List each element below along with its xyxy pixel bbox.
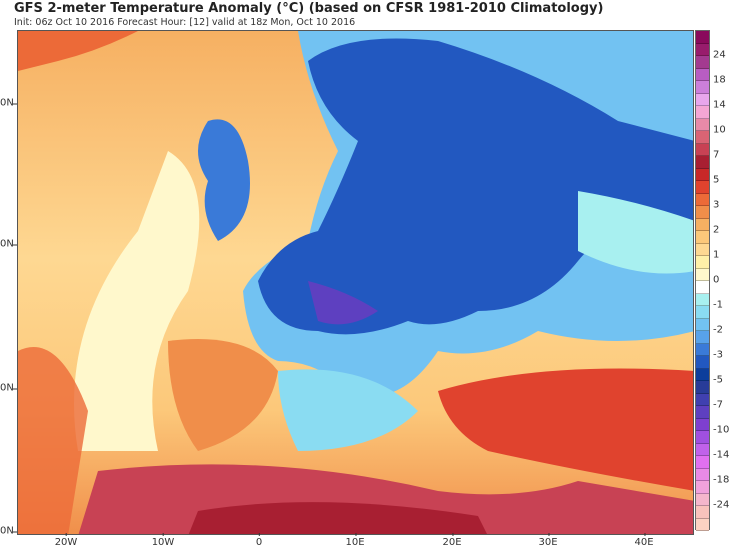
colorbar-bin bbox=[696, 393, 709, 406]
hot-region-sahara bbox=[188, 502, 487, 534]
colorbar-label: 18 bbox=[713, 74, 726, 86]
colorbar-label: -1 bbox=[713, 299, 723, 311]
very-cold-region-alps bbox=[308, 281, 378, 325]
lon-label-30e: 30E bbox=[538, 533, 558, 548]
colorbar-bin bbox=[696, 93, 709, 106]
colorbar-bin bbox=[696, 106, 709, 119]
colorbar-bin bbox=[696, 506, 709, 519]
lon-label-10w: 10W bbox=[151, 533, 175, 548]
colorbar-bin bbox=[696, 156, 709, 169]
colorbar-bin bbox=[696, 456, 709, 469]
colorbar-bin bbox=[696, 381, 709, 394]
colorbar-bin bbox=[696, 143, 709, 156]
cold-region-britain bbox=[198, 119, 250, 241]
colorbar-bin bbox=[696, 218, 709, 231]
cool-region-mediterranean bbox=[278, 369, 418, 451]
lat-label-30n: 0N bbox=[0, 525, 17, 537]
lon-label-40e: 40E bbox=[634, 533, 654, 548]
colorbar-bin bbox=[696, 518, 709, 531]
colorbar-label: -2 bbox=[713, 324, 723, 336]
warm-region-northwest bbox=[18, 31, 138, 71]
lat-label-40n: 0N bbox=[0, 382, 17, 394]
colorbar-label: 1 bbox=[713, 249, 720, 261]
colorbar-label: 2 bbox=[713, 224, 720, 236]
colorbar-label: -10 bbox=[713, 424, 730, 436]
colorbar-label: -5 bbox=[713, 374, 723, 386]
colorbar-bin bbox=[696, 268, 709, 281]
colorbar-bin bbox=[696, 481, 709, 494]
map-field bbox=[18, 31, 693, 534]
cold-region-europe-core bbox=[258, 38, 693, 335]
colorbar-bin bbox=[696, 31, 709, 44]
lon-label-0: 0 bbox=[255, 533, 263, 548]
colorbar-label: 0 bbox=[713, 274, 720, 286]
colorbar-bin bbox=[696, 493, 709, 506]
colorbar-bin bbox=[696, 293, 709, 306]
colorbar-bin bbox=[696, 68, 709, 81]
lon-label-20e: 20E bbox=[442, 533, 462, 548]
colorbar-label: -24 bbox=[713, 499, 730, 511]
colorbar-bin bbox=[696, 206, 709, 219]
colorbar-label: -14 bbox=[713, 449, 730, 461]
lat-label-60n: 0N bbox=[0, 97, 17, 109]
temperature-anomaly-map bbox=[17, 30, 694, 535]
colorbar-bin bbox=[696, 81, 709, 94]
colorbar-bin bbox=[696, 281, 709, 294]
neutral-region-atlantic bbox=[74, 151, 200, 451]
mild-cold-region-east bbox=[578, 191, 693, 274]
colorbar-label: 3 bbox=[713, 199, 720, 211]
lat-label-50n: 0N bbox=[0, 238, 17, 250]
colorbar-label: 7 bbox=[713, 149, 720, 161]
chart-subtitle: Init: 06z Oct 10 2016 Forecast Hour: [12… bbox=[14, 17, 356, 28]
colorbar-bin bbox=[696, 168, 709, 181]
colorbar-label: -18 bbox=[713, 474, 730, 486]
colorbar-bin bbox=[696, 343, 709, 356]
colorbar-bin bbox=[696, 231, 709, 244]
warm-region-turkey bbox=[438, 368, 693, 491]
colorbar-bin bbox=[696, 318, 709, 331]
colorbar-label: -7 bbox=[713, 399, 723, 411]
colorbar-bin bbox=[696, 256, 709, 269]
colorbar-bin bbox=[696, 356, 709, 369]
colorbar-label: 5 bbox=[713, 174, 720, 186]
colorbar-bin bbox=[696, 118, 709, 131]
colorbar-bin bbox=[696, 131, 709, 144]
colorbar-bin bbox=[696, 443, 709, 456]
colorbar-label: 14 bbox=[713, 99, 726, 111]
colorbar-bin bbox=[696, 418, 709, 431]
colorbar-bin bbox=[696, 43, 709, 56]
colorbar-bin bbox=[696, 306, 709, 319]
colorbar-bin bbox=[696, 243, 709, 256]
colorbar-label: 24 bbox=[713, 49, 726, 61]
colorbar-bin bbox=[696, 56, 709, 69]
colorbar-bin bbox=[696, 331, 709, 344]
lon-label-10e: 10E bbox=[345, 533, 365, 548]
colorbar-bin bbox=[696, 193, 709, 206]
colorbar-label: -3 bbox=[713, 349, 723, 361]
colorbar-bin bbox=[696, 181, 709, 194]
lon-label-20w: 20W bbox=[54, 533, 78, 548]
colorbar bbox=[695, 30, 710, 531]
warm-region-iberia bbox=[168, 339, 278, 451]
warm-region-southwest bbox=[18, 347, 88, 534]
colorbar-bin bbox=[696, 368, 709, 381]
colorbar-label: 10 bbox=[713, 124, 726, 136]
chart-title: GFS 2-meter Temperature Anomaly (°C) (ba… bbox=[14, 1, 604, 16]
colorbar-bin bbox=[696, 431, 709, 444]
colorbar-bin bbox=[696, 406, 709, 419]
colorbar-bin bbox=[696, 468, 709, 481]
